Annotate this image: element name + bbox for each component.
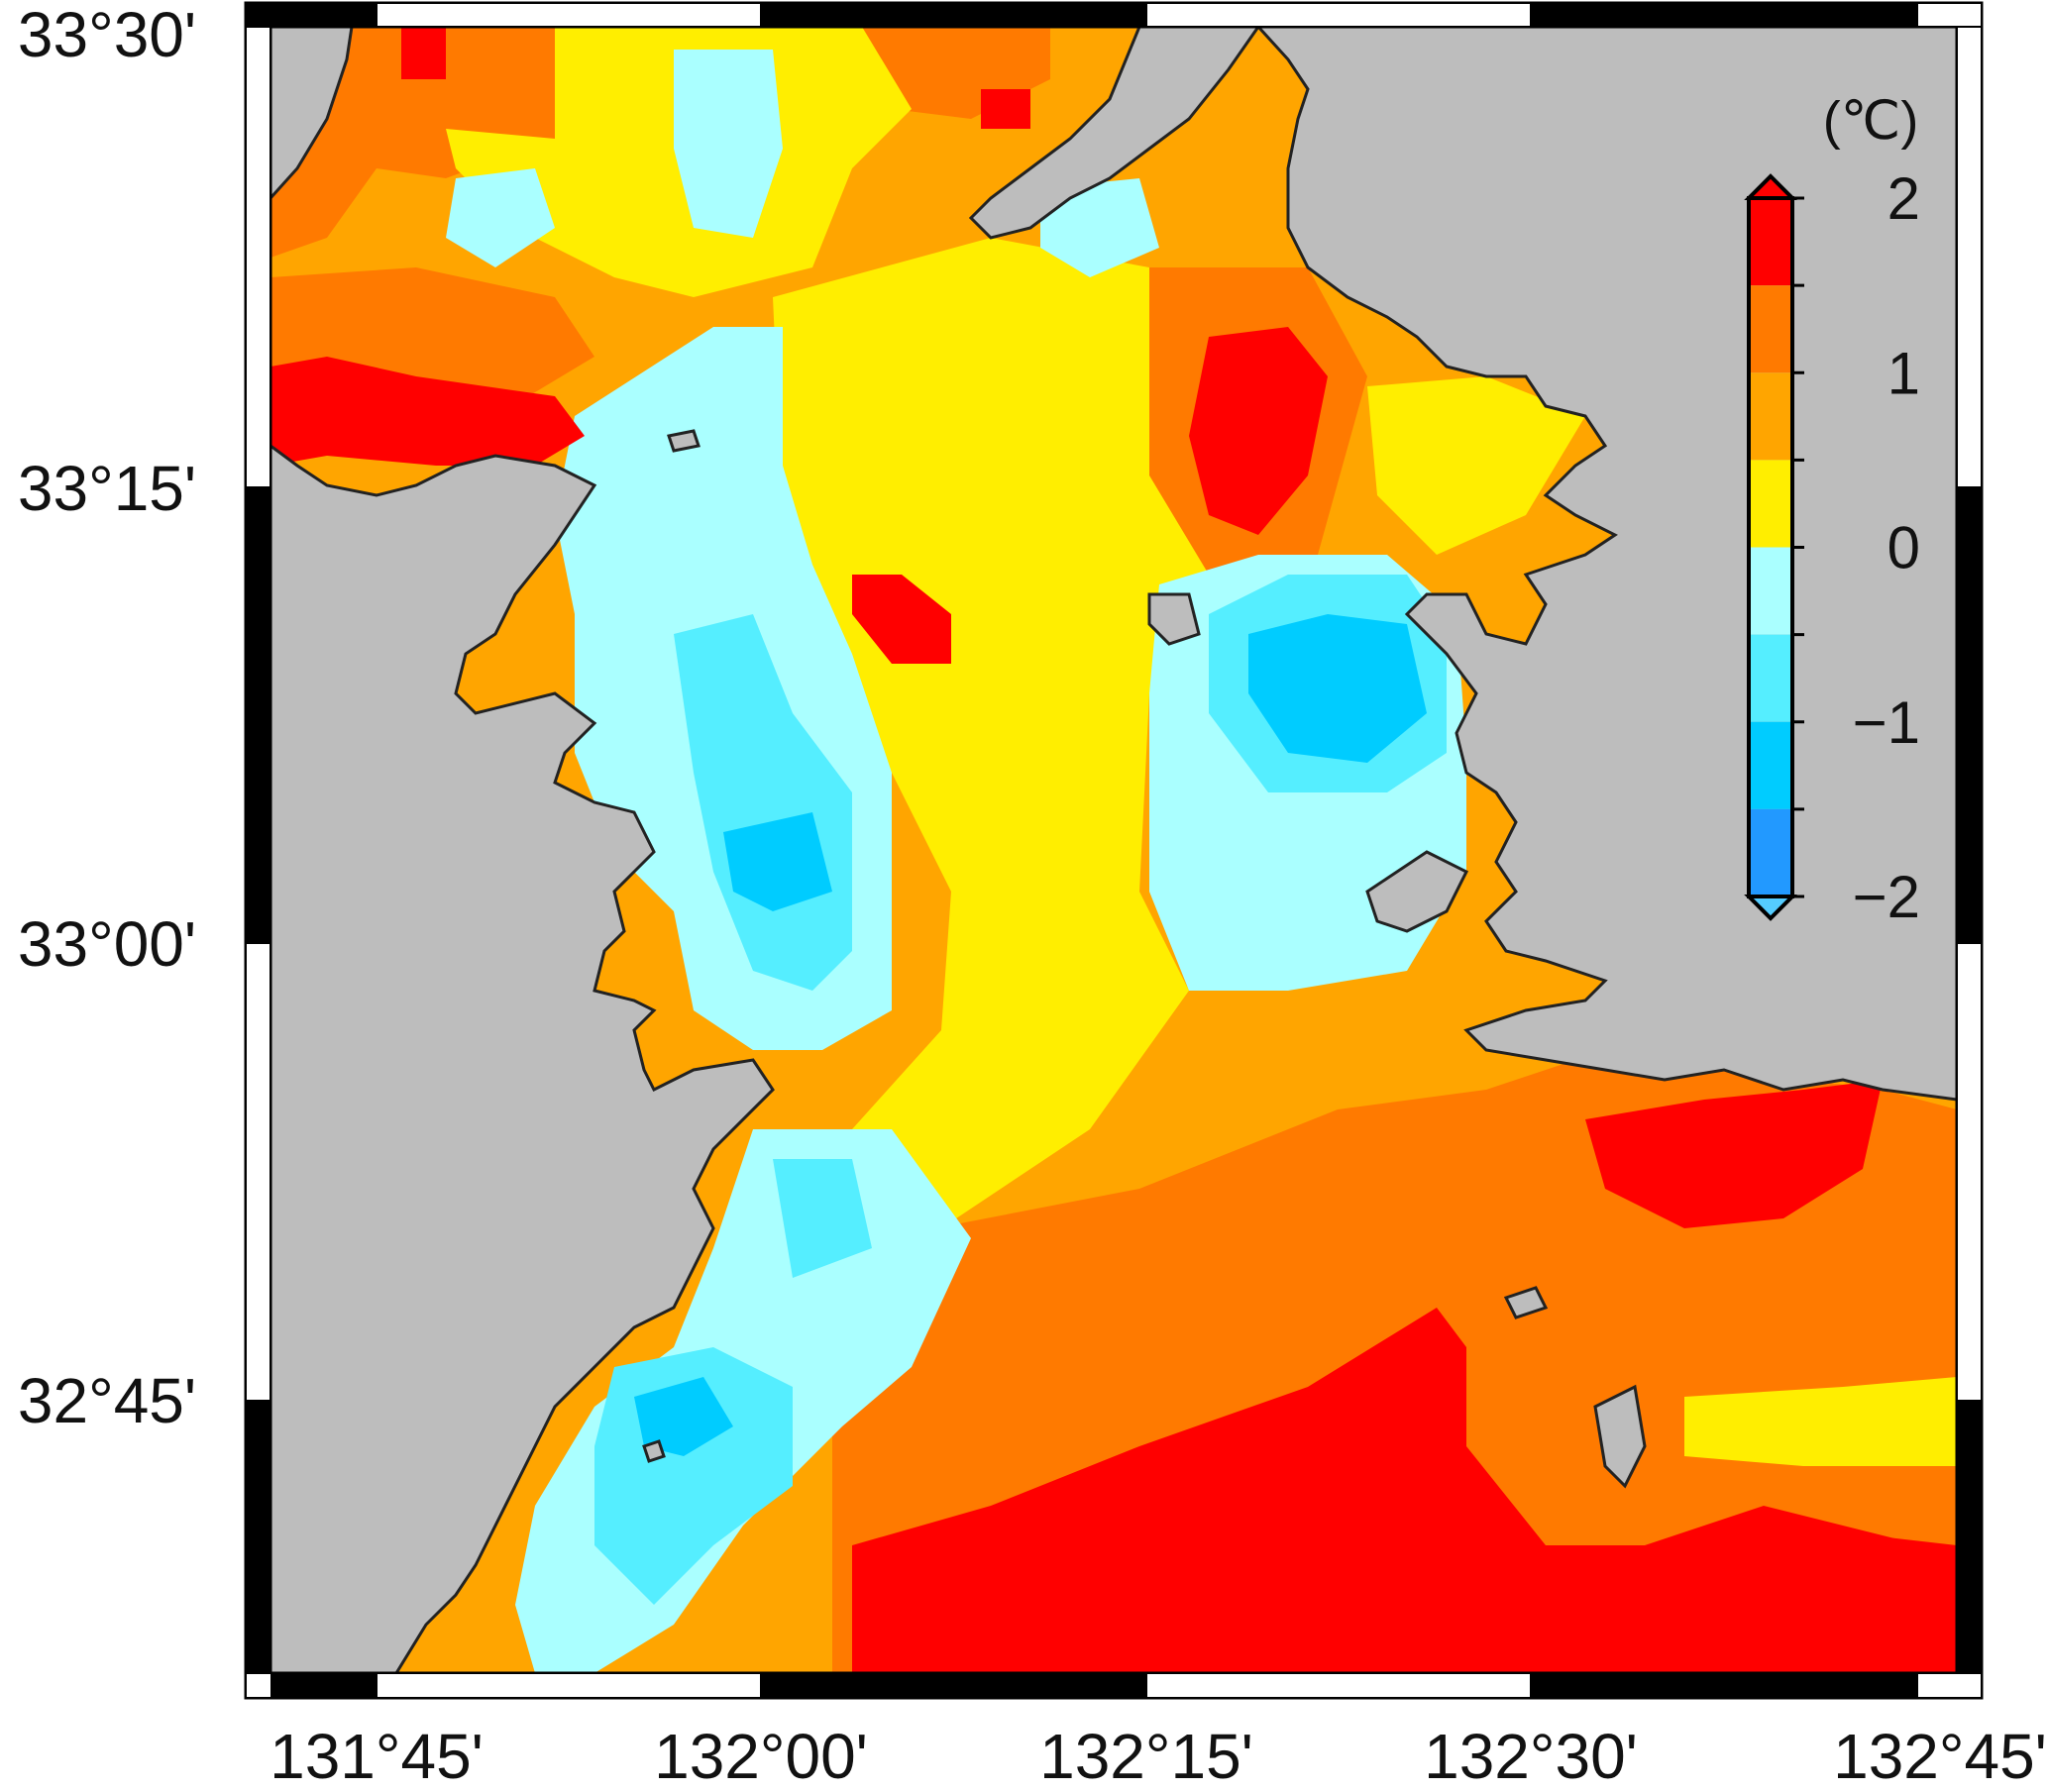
frame-top-segment xyxy=(761,3,1146,27)
frame-right-segment xyxy=(1957,487,1982,943)
anomaly-patch-red-n xyxy=(981,89,1030,129)
anomaly-patch-lightcyan-nc xyxy=(1040,178,1159,277)
colorbar-unit: (℃) xyxy=(1823,91,1919,151)
anomaly-patch-lightcyan-nw xyxy=(446,168,555,267)
colorbar-level xyxy=(1749,547,1792,635)
anomaly-patch-blue-west xyxy=(723,812,832,911)
frame-top-segment xyxy=(271,3,377,27)
frame-right-segment xyxy=(1956,942,1983,1402)
lon-label: 132°00' xyxy=(654,1721,868,1792)
frame-top-segment xyxy=(1916,2,1983,28)
frame-bottom-segment xyxy=(376,1672,762,1699)
land-island-east-2 xyxy=(1365,850,1469,933)
frame-right-segment xyxy=(1957,1401,1982,1673)
anomaly-patch-cyan-sc xyxy=(773,1159,872,1278)
anomaly-patch-red-s xyxy=(1645,1506,1957,1673)
frame-top-segment xyxy=(1145,2,1532,28)
land-sadamisaki-peninsula xyxy=(968,27,1260,240)
lon-label: 131°45' xyxy=(269,1721,484,1792)
frame-right-segment xyxy=(1956,26,1983,488)
frame-bottom-segment xyxy=(271,1673,377,1698)
frame-left-segment xyxy=(246,1401,270,1673)
colorbar-tick-label: 2 xyxy=(1887,165,1920,232)
colorbar-level xyxy=(1749,285,1792,373)
lat-label: 33°15' xyxy=(18,453,196,524)
plot-area xyxy=(270,27,1957,1673)
latitude-labels: 33°30' 33°15' 33°00' 32°45' xyxy=(18,0,196,1436)
frame-top-segment xyxy=(246,3,271,27)
temperature-anomaly-field xyxy=(270,27,1957,1673)
longitude-labels: 131°45' 132°00' 132°15' 132°30' 132°45' xyxy=(269,1721,2047,1792)
anomaly-patch-red-w xyxy=(270,357,585,466)
anomaly-patch-red-center xyxy=(852,575,951,664)
frame-bottom-segment xyxy=(1916,1672,1983,1699)
land-kyushu-west xyxy=(270,444,775,1673)
anomaly-patch-red-nw xyxy=(401,27,446,79)
anomaly-patch-red-east xyxy=(1585,1080,1883,1228)
frame-bottom-segment xyxy=(1145,1672,1532,1699)
land-island-nw xyxy=(667,429,701,453)
land-island-s xyxy=(1503,1286,1549,1319)
lat-label: 33°30' xyxy=(18,0,196,70)
colorbar-level xyxy=(1749,198,1792,286)
lon-label: 132°30' xyxy=(1424,1721,1638,1792)
colorbar: 2 1 0 −1 −2 (℃) xyxy=(1744,91,1920,930)
anomaly-patch-blue-sw xyxy=(634,1377,733,1456)
map-frame xyxy=(244,1,1984,1700)
anomaly-patch-yellow-east xyxy=(1367,376,1585,555)
frame-bottom-segment xyxy=(761,1673,1146,1698)
colorbar-tick-label: −1 xyxy=(1853,689,1920,756)
colorbar-level xyxy=(1749,460,1792,548)
land-island-se xyxy=(1593,1384,1647,1489)
land-kyushu xyxy=(270,27,354,201)
lon-label: 132°45' xyxy=(1833,1721,2047,1792)
frame-top-segment xyxy=(1531,3,1917,27)
colorbar-level xyxy=(1749,634,1792,722)
land-island-w xyxy=(642,1439,666,1463)
colorbar-tick-label: −2 xyxy=(1853,864,1920,930)
lat-label: 33°00' xyxy=(18,908,196,980)
anomaly-patch-blue-east xyxy=(1248,614,1427,763)
frame-bottom-segment xyxy=(1531,1673,1917,1698)
colorbar-level xyxy=(1749,808,1792,896)
frame-left-segment xyxy=(245,26,271,488)
frame-left-segment xyxy=(245,942,271,1402)
land-island-east-1 xyxy=(1147,592,1201,646)
frame-left-segment xyxy=(246,487,270,943)
anomaly-patch-yellow-se xyxy=(1684,1377,1957,1466)
colorbar-level xyxy=(1749,721,1792,809)
anomaly-patch-red-ne xyxy=(1189,327,1328,535)
frame-bottom-segment xyxy=(245,1672,272,1699)
colorbar-level xyxy=(1749,372,1792,461)
frame-top-segment xyxy=(376,2,762,28)
anomaly-patch-lightcyan-n xyxy=(674,50,783,238)
anomaly-patch-yellow-center xyxy=(773,238,1209,1248)
colorbar-tick-label: 0 xyxy=(1887,515,1920,581)
colorbar-tick-label: 1 xyxy=(1887,340,1920,406)
lat-label: 32°45' xyxy=(18,1365,196,1436)
anomaly-patch-orange-nw xyxy=(270,27,555,258)
lon-label: 132°15' xyxy=(1039,1721,1253,1792)
